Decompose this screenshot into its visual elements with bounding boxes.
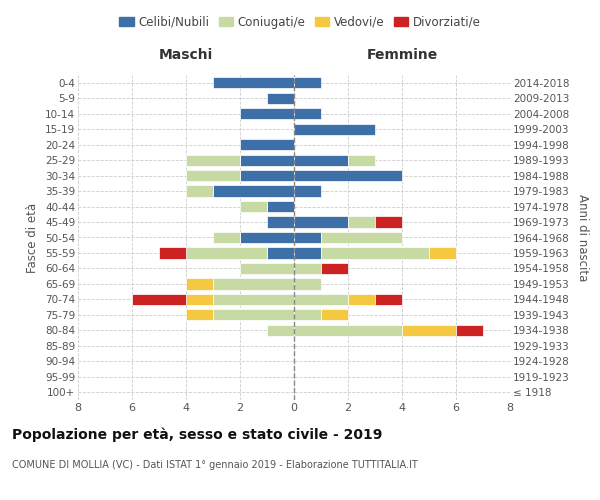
Text: COMUNE DI MOLLIA (VC) - Dati ISTAT 1° gennaio 2019 - Elaborazione TUTTITALIA.IT: COMUNE DI MOLLIA (VC) - Dati ISTAT 1° ge… bbox=[12, 460, 418, 470]
Bar bbox=[213, 310, 294, 320]
Text: Popolazione per età, sesso e stato civile - 2019: Popolazione per età, sesso e stato civil… bbox=[12, 428, 382, 442]
Bar bbox=[321, 263, 348, 274]
Legend: Celibi/Nubili, Coniugati/e, Vedovi/e, Divorziati/e: Celibi/Nubili, Coniugati/e, Vedovi/e, Di… bbox=[115, 11, 485, 34]
Bar bbox=[321, 232, 402, 243]
Bar bbox=[294, 294, 348, 305]
Text: Maschi: Maschi bbox=[159, 48, 213, 62]
Bar bbox=[294, 108, 321, 120]
Bar bbox=[348, 294, 375, 305]
Bar bbox=[429, 248, 456, 258]
Bar bbox=[294, 232, 321, 243]
Bar bbox=[294, 124, 375, 134]
Bar bbox=[186, 154, 240, 166]
Bar bbox=[348, 216, 375, 228]
Bar bbox=[294, 186, 321, 196]
Bar bbox=[294, 325, 402, 336]
Y-axis label: Anni di nascita: Anni di nascita bbox=[576, 194, 589, 281]
Bar bbox=[132, 294, 186, 305]
Bar bbox=[267, 201, 294, 212]
Bar bbox=[267, 216, 294, 228]
Bar bbox=[294, 77, 321, 88]
Y-axis label: Fasce di età: Fasce di età bbox=[26, 202, 40, 272]
Bar bbox=[240, 139, 294, 150]
Bar bbox=[240, 154, 294, 166]
Bar bbox=[402, 325, 456, 336]
Bar bbox=[294, 248, 321, 258]
Bar bbox=[213, 232, 240, 243]
Bar bbox=[321, 310, 348, 320]
Bar bbox=[267, 248, 294, 258]
Bar bbox=[294, 154, 348, 166]
Bar bbox=[240, 201, 267, 212]
Bar bbox=[186, 278, 213, 289]
Bar bbox=[240, 108, 294, 120]
Bar bbox=[348, 154, 375, 166]
Bar bbox=[321, 248, 429, 258]
Text: Femmine: Femmine bbox=[367, 48, 437, 62]
Bar bbox=[240, 170, 294, 181]
Bar bbox=[294, 263, 321, 274]
Bar bbox=[294, 278, 321, 289]
Bar bbox=[186, 248, 267, 258]
Bar bbox=[186, 310, 213, 320]
Bar bbox=[294, 310, 321, 320]
Bar bbox=[240, 232, 294, 243]
Bar bbox=[267, 325, 294, 336]
Bar bbox=[294, 216, 348, 228]
Bar bbox=[267, 92, 294, 104]
Bar bbox=[186, 294, 213, 305]
Bar bbox=[456, 325, 483, 336]
Bar bbox=[213, 186, 294, 196]
Bar bbox=[186, 186, 213, 196]
Bar bbox=[213, 278, 294, 289]
Bar bbox=[213, 294, 294, 305]
Bar bbox=[186, 170, 240, 181]
Bar bbox=[375, 216, 402, 228]
Bar bbox=[213, 77, 294, 88]
Bar bbox=[375, 294, 402, 305]
Bar bbox=[159, 248, 186, 258]
Bar bbox=[240, 263, 294, 274]
Bar bbox=[294, 170, 402, 181]
